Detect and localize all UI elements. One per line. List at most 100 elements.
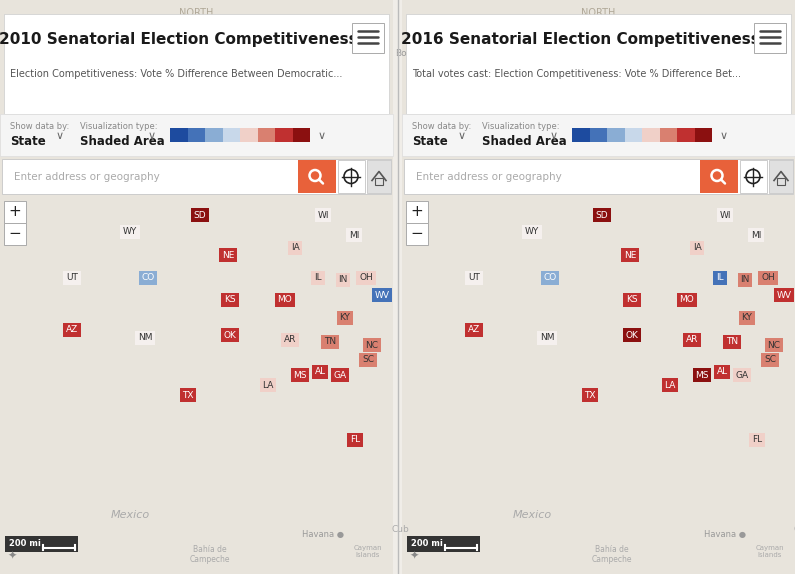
Text: WV: WV xyxy=(777,290,792,300)
Text: IL: IL xyxy=(314,273,322,282)
Text: −: − xyxy=(411,227,424,242)
Text: OK: OK xyxy=(223,331,236,339)
Text: ∨: ∨ xyxy=(550,131,558,141)
FancyBboxPatch shape xyxy=(4,14,389,114)
Text: Cayman
Islands: Cayman Islands xyxy=(354,545,382,558)
Text: NM: NM xyxy=(540,333,554,343)
Text: NC: NC xyxy=(366,340,378,350)
Bar xyxy=(338,160,365,193)
Text: Total votes cast: Election Competitiveness: Vote % Difference Bet...: Total votes cast: Election Competitivene… xyxy=(412,69,741,79)
Text: NORTH: NORTH xyxy=(180,8,214,18)
Text: SD: SD xyxy=(194,211,207,219)
Bar xyxy=(777,177,785,184)
Text: AZ: AZ xyxy=(468,325,480,335)
Text: MO: MO xyxy=(277,296,293,304)
Text: Havana ●: Havana ● xyxy=(302,530,344,539)
Text: −: − xyxy=(9,227,21,242)
Text: ND: ND xyxy=(595,165,609,174)
Text: OH: OH xyxy=(761,273,775,282)
Text: NM: NM xyxy=(138,333,153,343)
Text: State: State xyxy=(10,135,46,148)
FancyBboxPatch shape xyxy=(406,201,428,223)
Text: IA: IA xyxy=(692,243,701,253)
Text: Shaded Area: Shaded Area xyxy=(482,135,567,148)
Text: IL: IL xyxy=(716,273,723,282)
Text: AR: AR xyxy=(686,335,698,344)
Bar xyxy=(223,128,240,142)
Bar xyxy=(695,128,712,142)
Text: WI: WI xyxy=(317,211,329,219)
Text: GA: GA xyxy=(735,370,749,379)
Text: Election Competitiveness: Vote % Difference Between Democratic...: Election Competitiveness: Vote % Differe… xyxy=(10,69,343,79)
Text: 200 mi: 200 mi xyxy=(411,540,443,549)
Text: AL: AL xyxy=(716,367,727,377)
Text: 200 mi: 200 mi xyxy=(9,540,41,549)
Bar xyxy=(205,128,223,142)
Bar xyxy=(0,114,393,156)
Text: OK: OK xyxy=(626,331,638,339)
Text: NC: NC xyxy=(767,340,781,350)
Text: ∨: ∨ xyxy=(720,131,728,141)
Bar xyxy=(298,160,336,193)
Text: Cayman
Islands: Cayman Islands xyxy=(756,545,785,558)
Text: ∨: ∨ xyxy=(148,131,156,141)
Text: AR: AR xyxy=(284,335,297,344)
Text: SD: SD xyxy=(595,211,608,219)
FancyBboxPatch shape xyxy=(404,159,793,194)
Text: TX: TX xyxy=(182,390,194,400)
Text: Enter address or geography: Enter address or geography xyxy=(14,172,160,181)
Text: MT: MT xyxy=(48,170,61,180)
Text: FL: FL xyxy=(752,436,762,444)
Text: MT: MT xyxy=(451,170,463,180)
Text: Bahía de
Campeche: Bahía de Campeche xyxy=(591,545,632,564)
FancyBboxPatch shape xyxy=(406,223,428,245)
Bar xyxy=(188,128,205,142)
Text: Show data by:: Show data by: xyxy=(10,122,69,131)
Text: LA: LA xyxy=(262,381,273,390)
Text: Bahía de
Campeche: Bahía de Campeche xyxy=(190,545,231,564)
Text: NE: NE xyxy=(222,250,235,259)
Text: SC: SC xyxy=(362,355,374,364)
Bar xyxy=(0,0,393,574)
Text: KY: KY xyxy=(742,313,752,323)
Bar xyxy=(769,160,793,193)
Text: MN: MN xyxy=(684,180,700,189)
Text: +: + xyxy=(9,204,21,219)
Text: Cub: Cub xyxy=(793,525,795,534)
Text: Mexico: Mexico xyxy=(111,510,149,520)
Bar xyxy=(677,128,695,142)
Text: ∨: ∨ xyxy=(56,131,64,141)
FancyBboxPatch shape xyxy=(352,23,384,53)
Text: Visualization type:: Visualization type: xyxy=(482,122,560,131)
Text: LA: LA xyxy=(665,381,676,390)
Bar xyxy=(375,177,383,184)
Text: UT: UT xyxy=(66,273,78,282)
Bar xyxy=(660,128,677,142)
Text: GA: GA xyxy=(333,370,347,379)
Text: WV: WV xyxy=(374,290,390,300)
Text: WI: WI xyxy=(719,211,731,219)
Text: ✦: ✦ xyxy=(409,551,419,561)
Text: NE: NE xyxy=(624,250,636,259)
Bar xyxy=(740,160,767,193)
Text: MS: MS xyxy=(696,370,709,379)
Bar xyxy=(607,128,625,142)
Text: WY: WY xyxy=(123,227,137,236)
Text: MI: MI xyxy=(349,231,359,239)
Bar xyxy=(402,114,795,156)
Text: +: + xyxy=(411,204,424,219)
Text: Cub: Cub xyxy=(391,525,409,534)
Text: 2010 Senatorial Election Competitiveness: 2010 Senatorial Election Competitiveness xyxy=(0,32,358,47)
Text: CO: CO xyxy=(142,273,154,282)
Text: TN: TN xyxy=(324,338,336,347)
Text: WY: WY xyxy=(525,227,539,236)
Text: KY: KY xyxy=(339,313,351,323)
Bar xyxy=(642,128,660,142)
Bar xyxy=(275,128,293,142)
Text: AZ: AZ xyxy=(66,325,78,335)
Text: 2016 Senatorial Election Competitiveness: 2016 Senatorial Election Competitiveness xyxy=(401,32,760,47)
Bar xyxy=(5,536,78,552)
Text: TX: TX xyxy=(584,390,595,400)
Text: ∨: ∨ xyxy=(318,131,326,141)
Text: NORTH: NORTH xyxy=(581,8,615,18)
